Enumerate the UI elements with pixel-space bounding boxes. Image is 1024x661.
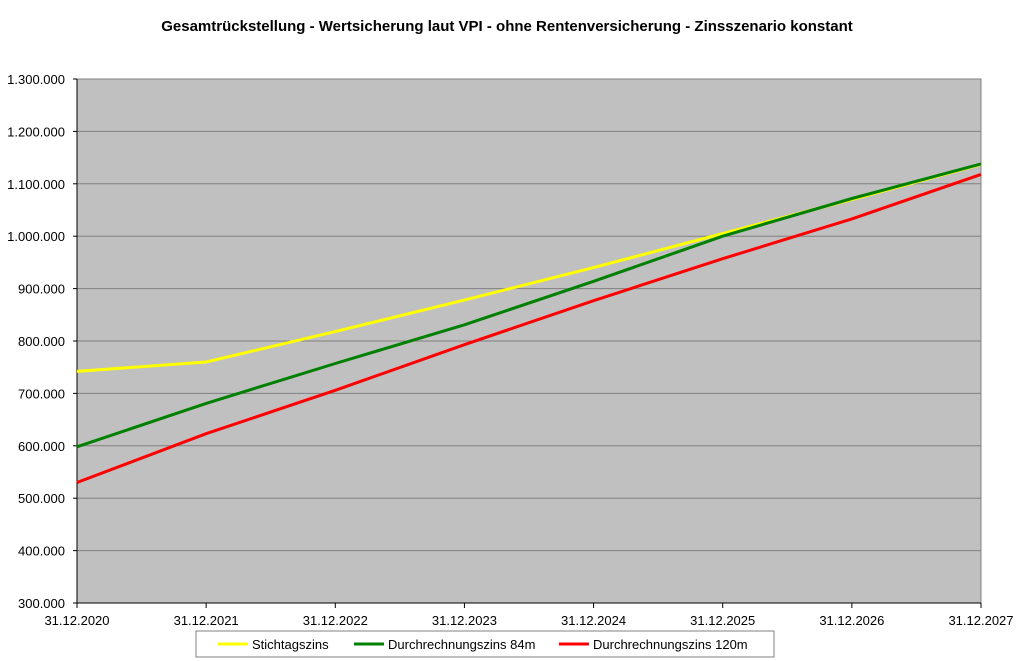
x-tick-label: 31.12.2027 [948,613,1013,628]
y-tick-label: 600.000 [18,439,65,454]
x-tick-label: 31.12.2025 [690,613,755,628]
gridlines [77,130,981,552]
legend-label: Durchrechnungszins 120m [593,637,748,652]
y-tick-label: 1.100.000 [7,177,65,192]
x-tick-label: 31.12.2023 [432,613,497,628]
y-tick-label: 500.000 [18,491,65,506]
y-tick-label: 1.000.000 [7,229,65,244]
x-tick-label: 31.12.2026 [819,613,884,628]
series-line-2 [76,162,982,449]
x-tick-label: 31.12.2021 [174,613,239,628]
y-tick-label: 400.000 [18,544,65,559]
y-tick-label: 1.200.000 [7,124,65,139]
series-lines [76,162,982,484]
legend-label: Stichtagszins [252,637,329,652]
y-tick-label: 900.000 [18,282,65,297]
legend: Stichtagszins Durchrechnungszins 84m Durch… [195,630,775,658]
x-tick-label: 31.12.2020 [44,613,109,628]
chart-title: Gesamtrückstellung - Wertsicherung laut … [161,18,853,35]
legend-label: Durchrechnungszins 84m [388,637,535,652]
y-axis: 300.000 400.000 500.000 600.000 700.000 800.0… [7,72,78,611]
x-tick-label: 31.12.2022 [303,613,368,628]
y-tick-label: 700.000 [18,386,65,401]
y-tick-label: 800.000 [18,334,65,349]
legend-box [195,630,775,658]
x-tick-label: 31.12.2024 [561,613,626,628]
y-tick-label: 300.000 [18,596,65,611]
series-line-3 [76,172,982,484]
x-axis: 31.12.2020 31.12.2021 31.12.2022 31.12.2023… [44,602,1014,628]
y-tick-label: 1.300.000 [7,72,65,87]
